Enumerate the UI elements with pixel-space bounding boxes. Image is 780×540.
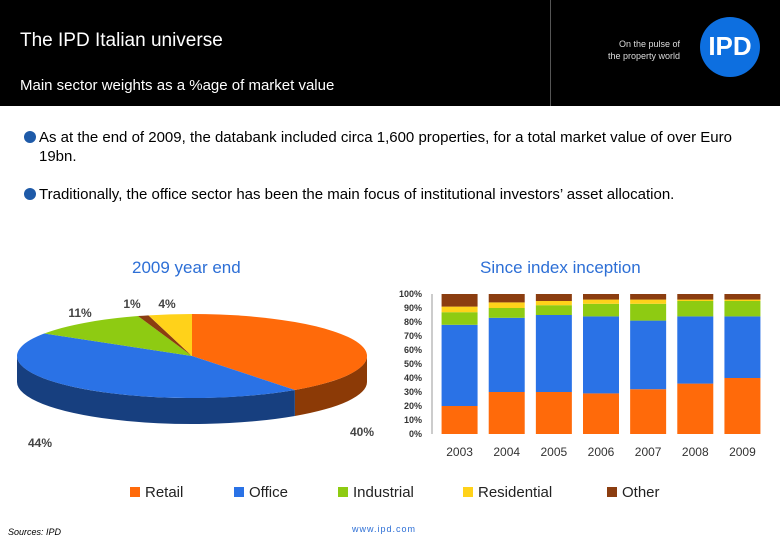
page-title: The IPD Italian universe <box>20 30 223 51</box>
bar-x-tick-label: 2007 <box>635 445 662 459</box>
bar-y-tick-label: 60% <box>404 345 422 355</box>
header-divider <box>550 0 551 106</box>
pie-label-office: 44% <box>28 436 52 450</box>
bar-y-tick-label: 10% <box>404 415 422 425</box>
bar-2009-industrial <box>724 301 761 317</box>
pie-label-industrial: 11% <box>68 306 92 320</box>
sources-note: Sources: IPD <box>8 527 62 537</box>
bar-2003-industrial <box>441 312 478 325</box>
bar-2009-office <box>724 316 761 378</box>
pie-label-other: 1% <box>123 297 141 311</box>
bar-2009-other <box>724 294 761 300</box>
bullet-dot-icon <box>24 188 36 200</box>
bar-2003-retail <box>441 406 478 434</box>
pie-label-residential: 4% <box>158 297 176 311</box>
bar-2004-other <box>488 294 525 303</box>
bar-x-tick-label: 2005 <box>541 445 568 459</box>
header-banner <box>0 0 780 106</box>
bar-2005-office <box>535 315 572 392</box>
bar-y-tick-label: 50% <box>404 359 422 369</box>
legend-swatch-office <box>234 487 244 497</box>
bar-2007-other <box>630 294 667 300</box>
bar-2005-industrial <box>535 305 572 315</box>
legend-label-residential: Residential <box>478 484 552 501</box>
bar-2008-industrial <box>677 301 714 317</box>
bar-2008-other <box>677 294 714 300</box>
bar-2006-retail <box>583 393 619 434</box>
page-subtitle: Main sector weights as a %age of market … <box>20 77 335 94</box>
bar-2009-retail <box>724 378 761 434</box>
bar-2003-residential <box>441 306 478 313</box>
bar-2003-office <box>441 324 478 406</box>
website-url: www.ipd.com <box>352 524 417 534</box>
bar-2007-industrial <box>630 303 667 321</box>
legend-label-office: Office <box>249 484 288 501</box>
ipd-logo <box>700 17 760 77</box>
bar-2006-industrial <box>583 303 619 317</box>
bar-y-tick-label: 90% <box>404 303 422 313</box>
bar-2004-residential <box>488 302 525 308</box>
pie-slice-office <box>16 333 295 399</box>
bar-2007-residential <box>630 299 667 304</box>
pie-slice-other <box>137 315 192 356</box>
legend-label-other: Other <box>622 484 660 501</box>
bar-2007-office <box>630 320 667 390</box>
pie-label-retail: 40% <box>350 425 374 439</box>
pie-slice-retail <box>192 314 368 390</box>
bar-y-tick-label: 40% <box>404 373 422 383</box>
bar-2008-residential <box>677 299 714 301</box>
legend-swatch-industrial <box>338 487 348 497</box>
pie-side-office <box>16 356 295 424</box>
bar-2008-retail <box>677 383 714 434</box>
bar-y-tick-label: 70% <box>404 331 422 341</box>
bar-x-tick-label: 2004 <box>493 445 520 459</box>
pie-slice-industrial <box>44 316 192 356</box>
bar-2009-residential <box>724 299 761 301</box>
bar-x-tick-label: 2008 <box>682 445 709 459</box>
pie-side-retail <box>294 356 367 416</box>
bullet-text: Traditionally, the office sector has bee… <box>39 186 675 203</box>
bar-2004-industrial <box>488 308 525 318</box>
pie-slice-residential <box>148 314 192 356</box>
tagline: On the pulse of the property world <box>560 38 680 62</box>
legend-swatch-other <box>607 487 617 497</box>
bar-y-tick-label: 30% <box>404 387 422 397</box>
legend-swatch-retail <box>130 487 140 497</box>
bar-y-tick-label: 0% <box>409 429 422 439</box>
bar-2004-retail <box>488 392 525 434</box>
tagline-line1: On the pulse of <box>618 39 680 49</box>
bullet-databank: As at the end of 2009, the databank incl… <box>24 128 764 168</box>
legend-swatch-residential <box>463 487 473 497</box>
bar-2003-other <box>441 294 478 307</box>
bar-x-tick-label: 2009 <box>729 445 756 459</box>
legend-label-industrial: Industrial <box>353 484 414 501</box>
bar-2005-other <box>535 294 572 301</box>
tagline-line2: the property world <box>607 51 680 61</box>
legend-label-retail: Retail <box>145 484 183 501</box>
bullet-office-focus: Traditionally, the office sector has bee… <box>24 185 764 225</box>
bar-2008-office <box>677 316 714 384</box>
bar-2006-other <box>583 294 619 300</box>
bullet-text: As at the end of 2009, the databank incl… <box>39 129 732 165</box>
bar-2005-residential <box>535 301 572 306</box>
bar-2004-office <box>488 317 525 392</box>
bar-2007-retail <box>630 389 667 434</box>
bar-y-tick-label: 20% <box>404 401 422 411</box>
bar-2005-retail <box>535 392 572 434</box>
bar-chart-title: Since index inception <box>480 258 641 277</box>
pie-chart-title: 2009 year end <box>132 258 241 277</box>
ipd-logo-text: IPD <box>708 31 752 61</box>
bar-2006-office <box>583 316 619 394</box>
bar-x-tick-label: 2003 <box>446 445 473 459</box>
bar-x-tick-label: 2006 <box>588 445 615 459</box>
bar-y-tick-label: 80% <box>404 317 422 327</box>
bullet-dot-icon <box>24 131 36 143</box>
bar-2006-residential <box>583 299 619 304</box>
bar-y-tick-label: 100% <box>399 289 422 299</box>
